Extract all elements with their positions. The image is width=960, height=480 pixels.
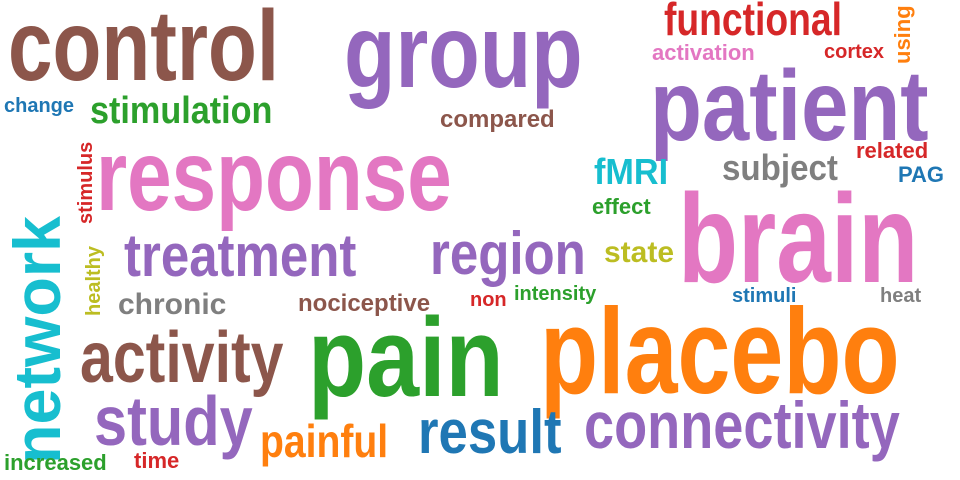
word-compared: compared [440,106,555,133]
word-placebo: placebo [540,283,900,419]
word-non: non [470,289,507,311]
word-subject: subject [722,147,838,188]
word-intensity: intensity [514,283,597,305]
word-chronic: chronic [118,288,227,321]
word-change: change [4,95,75,117]
word-activation: activation [652,40,755,65]
word-response: response [96,120,452,232]
word-painful: painful [260,415,389,467]
word-functional: functional [664,0,843,45]
word-treatment: treatment [124,222,357,289]
word-fmri: fMRI [594,151,669,192]
word-control: control [8,0,280,102]
word-pag: PAG [898,162,945,187]
word-result: result [418,398,562,467]
word-pain: pain [308,295,504,420]
word-stimulation: stimulation [90,90,273,132]
word-stimulus: stimulus [75,141,97,224]
word-healthy: healthy [83,245,105,316]
word-effect: effect [592,194,651,219]
word-brain: brain [678,168,919,309]
word-increased: increased [4,450,107,475]
word-region: region [430,220,586,287]
word-stimuli: stimuli [732,285,797,307]
word-nociceptive: nociceptive [298,290,431,317]
word-activity: activity [80,318,284,398]
word-network: network [0,216,74,464]
word-study: study [94,382,253,460]
word-cortex: cortex [824,41,885,63]
word-connectivity: connectivity [584,388,900,462]
word-related: related [856,138,929,163]
word-heat: heat [880,285,922,307]
word-time: time [134,448,180,473]
word-patient: patient [650,50,929,162]
word-group: group [344,0,583,110]
word-state: state [604,236,675,269]
